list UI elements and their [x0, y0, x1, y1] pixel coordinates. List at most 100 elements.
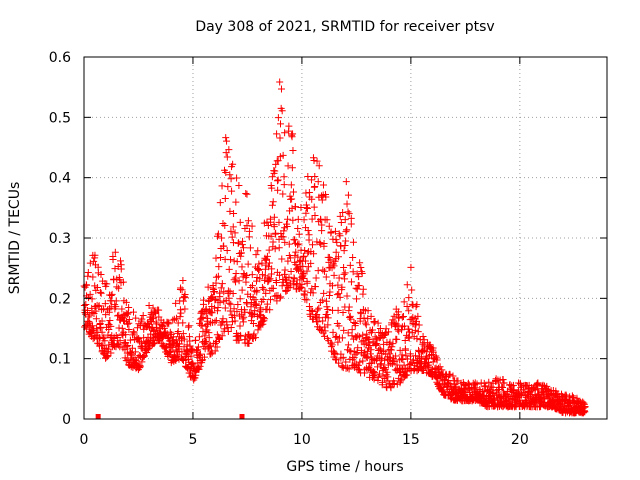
data-point	[206, 341, 214, 349]
data-point	[289, 130, 297, 138]
data-point	[219, 315, 227, 323]
data-point	[97, 289, 105, 297]
data-point	[419, 340, 427, 348]
data-point	[370, 375, 378, 383]
data-point	[376, 345, 384, 353]
data-point	[401, 336, 409, 344]
data-point	[244, 217, 252, 225]
data-point	[106, 317, 114, 325]
data-point	[345, 210, 353, 218]
data-point	[155, 306, 163, 314]
data-point	[327, 228, 335, 236]
data-point	[97, 271, 105, 279]
data-point	[119, 278, 127, 286]
data-point	[222, 169, 230, 177]
data-point	[280, 173, 288, 181]
data-point	[280, 270, 288, 278]
data-point	[273, 130, 281, 138]
data-point	[125, 325, 133, 333]
data-point	[386, 338, 394, 346]
data-point	[335, 359, 343, 367]
data-point	[251, 296, 259, 304]
data-point	[213, 343, 221, 351]
data-point	[112, 303, 120, 311]
data-point	[284, 215, 292, 223]
x-tick-label: 20	[511, 432, 529, 448]
data-point	[221, 222, 229, 230]
data-point	[125, 319, 133, 327]
data-point	[407, 263, 415, 271]
data-point	[259, 320, 267, 328]
data-point	[363, 353, 371, 361]
data-point	[271, 292, 279, 300]
data-point	[398, 313, 406, 321]
data-point	[515, 387, 523, 395]
data-point	[185, 322, 193, 330]
data-point	[302, 257, 310, 265]
data-point	[101, 300, 109, 308]
data-point	[252, 334, 260, 342]
data-point	[138, 315, 146, 323]
data-point	[122, 298, 130, 306]
data-point	[89, 273, 97, 281]
data-point	[291, 203, 299, 211]
data-point	[279, 151, 287, 159]
data-point	[343, 292, 351, 300]
data-point	[294, 225, 302, 233]
data-point	[202, 310, 210, 318]
data-point	[267, 296, 275, 304]
data-point	[342, 358, 350, 366]
data-point	[346, 347, 354, 355]
data-point	[315, 162, 323, 170]
data-point	[300, 291, 308, 299]
data-point	[198, 321, 206, 329]
data-point	[229, 160, 237, 168]
data-point	[229, 289, 237, 297]
data-point	[225, 265, 233, 273]
data-point	[245, 227, 253, 235]
data-point	[105, 321, 113, 329]
data-point	[324, 321, 332, 329]
data-point	[103, 280, 111, 288]
data-point	[122, 331, 130, 339]
data-point	[275, 244, 283, 252]
data-point	[265, 276, 273, 284]
data-point	[357, 264, 365, 272]
data-point	[129, 328, 137, 336]
data-point	[393, 335, 401, 343]
data-point	[221, 325, 229, 333]
data-point	[84, 272, 92, 280]
data-point	[310, 203, 318, 211]
data-point	[163, 330, 171, 338]
data-point	[339, 353, 347, 361]
data-point	[172, 299, 180, 307]
data-point	[167, 348, 175, 356]
data-point	[255, 265, 263, 273]
data-point	[281, 129, 289, 137]
data-point	[150, 314, 158, 322]
data-point	[220, 288, 228, 296]
data-point	[269, 238, 277, 246]
data-point	[114, 341, 122, 349]
data-point	[308, 307, 316, 315]
data-point	[339, 309, 347, 317]
data-point	[258, 284, 266, 292]
data-point	[270, 213, 278, 221]
data-point	[314, 306, 322, 314]
data-point	[397, 376, 405, 384]
data-point	[353, 348, 361, 356]
data-point	[280, 227, 288, 235]
data-point	[314, 318, 322, 326]
data-point	[336, 293, 344, 301]
data-point	[319, 317, 327, 325]
data-point	[214, 272, 222, 280]
data-point	[446, 371, 454, 379]
data-point	[123, 342, 131, 350]
data-point	[240, 313, 248, 321]
data-point	[485, 378, 493, 386]
data-point	[322, 193, 330, 201]
data-point	[353, 285, 361, 293]
data-point	[252, 300, 260, 308]
data-point	[429, 348, 437, 356]
data-point	[83, 307, 91, 315]
